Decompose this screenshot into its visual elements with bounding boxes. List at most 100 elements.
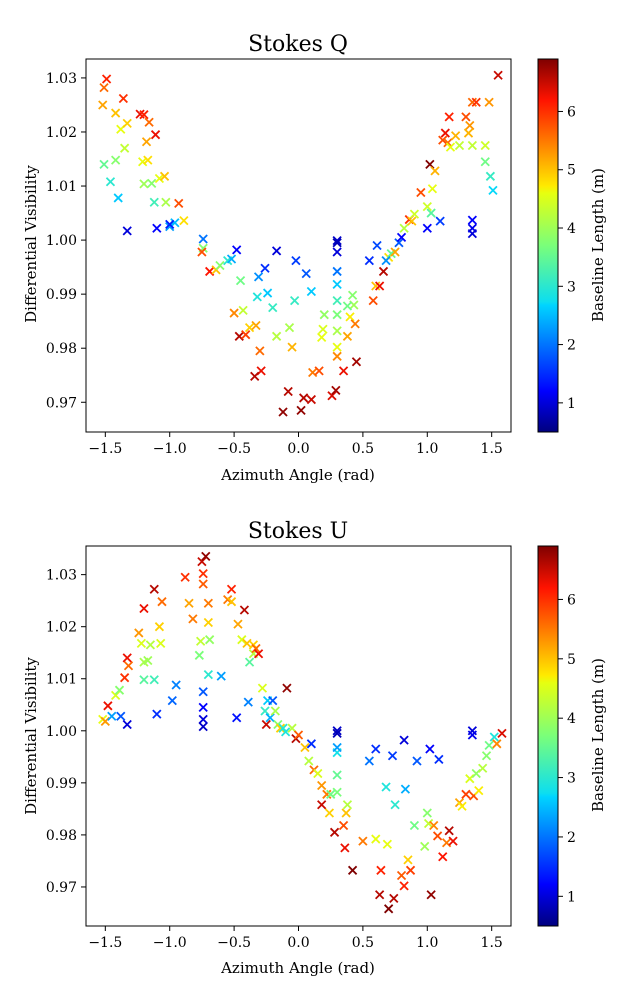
data-point <box>399 223 409 233</box>
plot-area: −1.5 −1.0 −0.5 0.0 0.5 1.0 1.5 0.97 0.98 0.99 1.00… <box>46 58 512 457</box>
data-point <box>374 281 385 291</box>
data-point <box>299 393 309 403</box>
data-point <box>332 266 342 277</box>
data-point <box>389 893 399 904</box>
data-point <box>149 584 159 594</box>
colorbar-tick-label: 3 <box>567 771 576 787</box>
y-axis-label: Differential Visibility <box>22 657 40 815</box>
data-point <box>332 787 342 797</box>
data-point <box>467 140 478 151</box>
data-point <box>165 221 175 232</box>
y-tick-label: 0.97 <box>46 880 77 896</box>
data-point <box>110 155 121 165</box>
data-point <box>412 756 422 766</box>
data-point <box>110 108 121 118</box>
data-point <box>103 701 113 711</box>
data-point <box>98 100 108 110</box>
data-point <box>409 820 420 831</box>
data-point <box>432 831 443 841</box>
data-point <box>332 728 342 739</box>
data-point <box>216 671 226 681</box>
data-point <box>426 208 436 218</box>
data-point <box>251 643 261 654</box>
data-point <box>429 820 439 831</box>
x-tick-label: −0.5 <box>217 441 251 457</box>
data-point <box>338 366 349 376</box>
colorbar-tick-label: 6 <box>567 592 576 608</box>
data-point <box>332 296 342 306</box>
data-point <box>233 619 243 629</box>
data-point <box>150 130 161 140</box>
data-point <box>435 216 445 226</box>
data-point <box>376 865 386 875</box>
data-point <box>179 215 189 226</box>
data-point <box>371 281 381 291</box>
data-point <box>250 371 260 381</box>
data-point <box>122 653 132 663</box>
data-point <box>147 178 157 188</box>
data-point <box>157 597 167 607</box>
data-point <box>430 166 440 176</box>
data-point <box>99 159 109 170</box>
x-tick-label: 0.5 <box>352 441 374 457</box>
data-point <box>174 198 184 208</box>
data-point <box>461 789 471 799</box>
data-point <box>197 556 207 567</box>
data-point <box>144 117 154 127</box>
data-point <box>107 711 117 721</box>
data-point <box>184 598 194 608</box>
data-point <box>438 852 448 862</box>
data-point <box>438 135 448 145</box>
data-point <box>454 140 465 151</box>
data-point <box>143 655 153 666</box>
data-point <box>203 669 213 680</box>
colorbar-label: Baseline Length (m) <box>589 168 607 322</box>
data-point <box>232 713 242 723</box>
data-point <box>149 197 159 207</box>
data-point <box>139 110 149 120</box>
data-point <box>154 622 165 632</box>
data-point <box>457 801 467 811</box>
data-point <box>232 245 242 255</box>
data-point <box>425 159 435 170</box>
data-point <box>396 870 407 881</box>
data-point <box>332 326 342 336</box>
colorbar-tick-label: 2 <box>567 830 576 846</box>
data-point <box>329 827 340 837</box>
data-point <box>280 727 291 737</box>
data-point <box>239 605 250 615</box>
data-point <box>141 137 152 147</box>
data-point <box>293 730 304 740</box>
data-point <box>463 128 474 138</box>
data-point <box>116 711 126 721</box>
data-point <box>198 579 208 589</box>
data-point <box>204 635 215 645</box>
data-point <box>332 310 342 320</box>
data-point <box>194 650 204 660</box>
data-point <box>244 323 255 333</box>
data-point <box>387 751 398 761</box>
data-point <box>465 120 475 131</box>
y-tick-label: 1.00 <box>46 233 77 249</box>
data-point <box>407 216 417 226</box>
colorbar-tick-label: 1 <box>567 396 576 412</box>
data-point <box>332 726 342 736</box>
plot-area: −1.5 −1.0 −0.5 0.0 0.5 1.0 1.5 0.97 0.98 0.99 1.00… <box>46 545 512 951</box>
data-point <box>198 721 208 732</box>
colorbar-ticks: 1 2 3 4 5 6 <box>558 104 576 412</box>
data-point <box>114 685 125 695</box>
x-axis-label: Azimuth Angle (rad) <box>220 466 375 484</box>
colorbar-tick-label: 2 <box>567 338 576 354</box>
data-point <box>461 112 471 122</box>
stokes-u-panel: Stokes U −1.5 −1.0 −0.5 0.0 0.5 1.0 1.5 0.97 0.9… <box>22 519 607 977</box>
data-point <box>390 247 400 257</box>
colorbar-tick-label: 3 <box>567 279 576 295</box>
data-point <box>257 683 268 693</box>
colorbar-tick-label: 5 <box>567 652 576 668</box>
data-point <box>324 808 335 818</box>
data-point <box>444 826 454 836</box>
data-point <box>268 695 278 706</box>
data-point <box>381 782 391 792</box>
data-point <box>287 342 297 352</box>
data-point <box>161 197 171 207</box>
